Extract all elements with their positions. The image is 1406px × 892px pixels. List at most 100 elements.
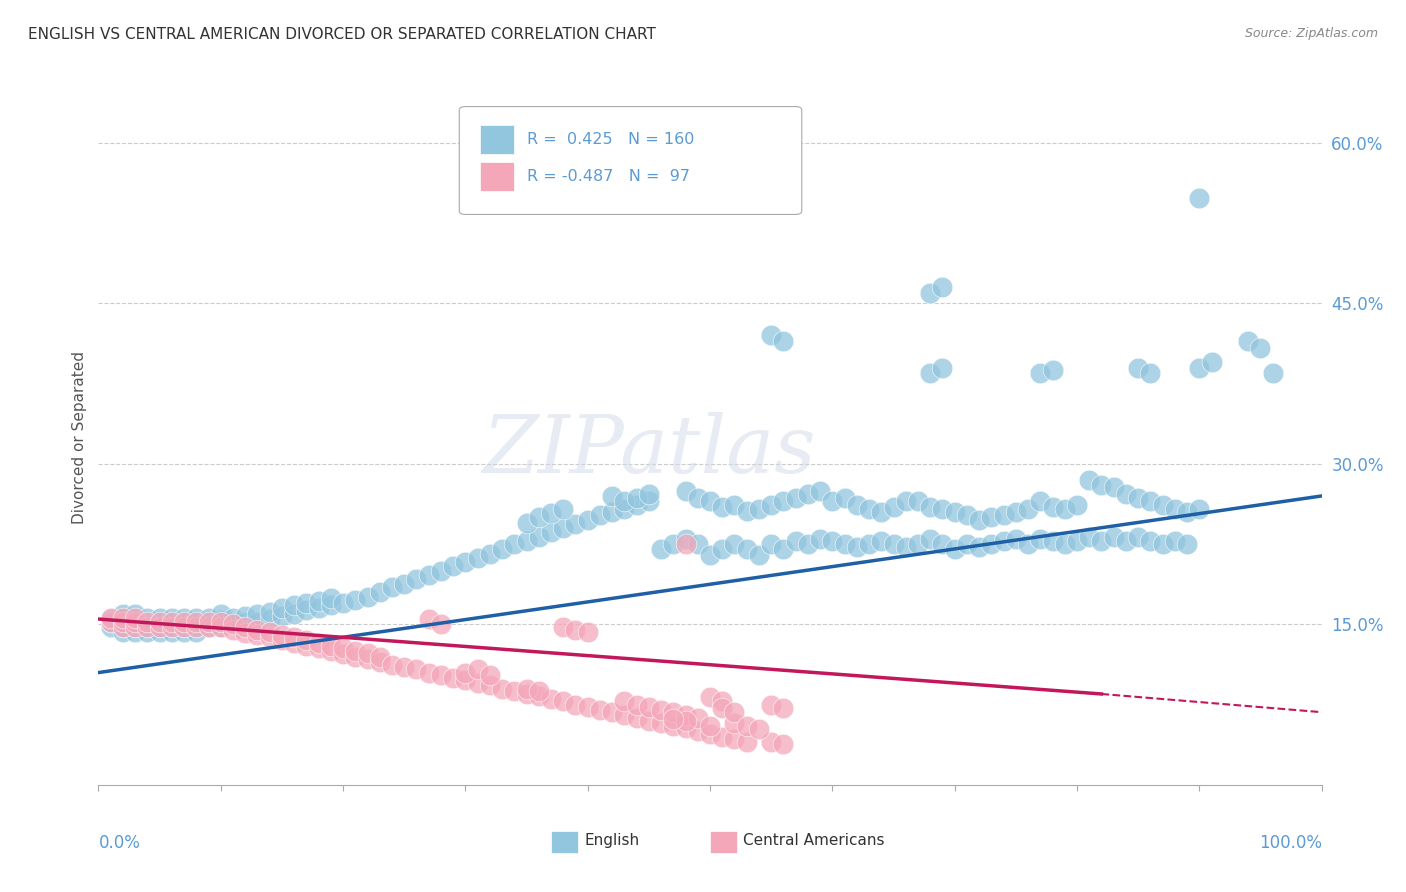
Point — [600, 489, 623, 503]
Point — [1237, 334, 1260, 348]
Point — [149, 615, 172, 630]
Point — [907, 537, 929, 551]
FancyBboxPatch shape — [460, 106, 801, 214]
Text: ENGLISH VS CENTRAL AMERICAN DIVORCED OR SEPARATED CORRELATION CHART: ENGLISH VS CENTRAL AMERICAN DIVORCED OR … — [28, 27, 657, 42]
Point — [1017, 537, 1039, 551]
Point — [1042, 362, 1064, 376]
Point — [613, 501, 636, 516]
Point — [111, 615, 134, 630]
Point — [308, 635, 330, 649]
Point — [149, 619, 172, 633]
Point — [1128, 530, 1150, 544]
Point — [553, 521, 575, 535]
Point — [186, 615, 208, 630]
Point — [246, 615, 269, 630]
Point — [735, 504, 758, 518]
Point — [441, 671, 464, 685]
Point — [454, 673, 477, 687]
Point — [650, 715, 672, 730]
Point — [467, 676, 489, 690]
Point — [686, 537, 709, 551]
Point — [626, 491, 648, 505]
Point — [1053, 501, 1076, 516]
Point — [564, 516, 586, 531]
Point — [319, 644, 342, 658]
Point — [748, 501, 770, 516]
Point — [662, 705, 685, 719]
Point — [344, 649, 367, 664]
Point — [699, 494, 721, 508]
Point — [356, 651, 378, 665]
Point — [454, 665, 477, 680]
Point — [637, 699, 661, 714]
Point — [943, 542, 966, 557]
Point — [270, 633, 294, 648]
Point — [1188, 360, 1211, 375]
Point — [1115, 487, 1137, 501]
Point — [491, 681, 513, 696]
Point — [136, 624, 159, 639]
Point — [233, 619, 256, 633]
Point — [1139, 494, 1161, 508]
Point — [699, 548, 721, 562]
Point — [1128, 360, 1150, 375]
Point — [308, 594, 330, 608]
Point — [283, 635, 305, 649]
Point — [197, 619, 219, 633]
Point — [430, 564, 453, 578]
Point — [797, 487, 820, 501]
Point — [222, 617, 245, 632]
Point — [785, 491, 807, 505]
Point — [1139, 533, 1161, 548]
Point — [993, 533, 1015, 548]
Point — [699, 719, 721, 733]
Point — [600, 505, 623, 519]
Point — [173, 619, 195, 633]
Point — [675, 708, 697, 723]
Point — [553, 619, 575, 633]
Point — [186, 611, 208, 625]
Point — [392, 660, 416, 674]
Point — [785, 533, 807, 548]
Point — [626, 710, 648, 724]
Point — [124, 615, 146, 630]
Point — [735, 735, 758, 749]
Point — [405, 573, 427, 587]
Point — [344, 592, 367, 607]
Point — [845, 541, 868, 555]
Point — [1004, 532, 1026, 546]
Point — [527, 510, 550, 524]
Point — [173, 611, 195, 625]
Point — [197, 615, 219, 630]
Point — [540, 692, 562, 706]
Point — [381, 580, 404, 594]
Point — [699, 726, 721, 740]
Point — [222, 623, 245, 637]
Point — [748, 723, 770, 737]
Point — [111, 615, 134, 630]
Point — [1042, 533, 1064, 548]
Point — [637, 487, 661, 501]
Point — [233, 615, 256, 630]
Point — [1152, 498, 1174, 512]
Point — [124, 624, 146, 639]
Point — [430, 667, 453, 681]
Point — [1078, 473, 1101, 487]
Point — [980, 537, 1002, 551]
Point — [270, 608, 294, 623]
Text: 0.0%: 0.0% — [98, 834, 141, 852]
Point — [246, 623, 269, 637]
Point — [723, 715, 745, 730]
Point — [1029, 366, 1052, 380]
Point — [319, 591, 342, 605]
Point — [748, 548, 770, 562]
Point — [711, 701, 734, 715]
Point — [1029, 494, 1052, 508]
Point — [711, 542, 734, 557]
Point — [295, 596, 318, 610]
Point — [100, 615, 122, 630]
Point — [173, 615, 195, 630]
Point — [136, 615, 159, 630]
Point — [295, 603, 318, 617]
FancyBboxPatch shape — [479, 161, 515, 191]
